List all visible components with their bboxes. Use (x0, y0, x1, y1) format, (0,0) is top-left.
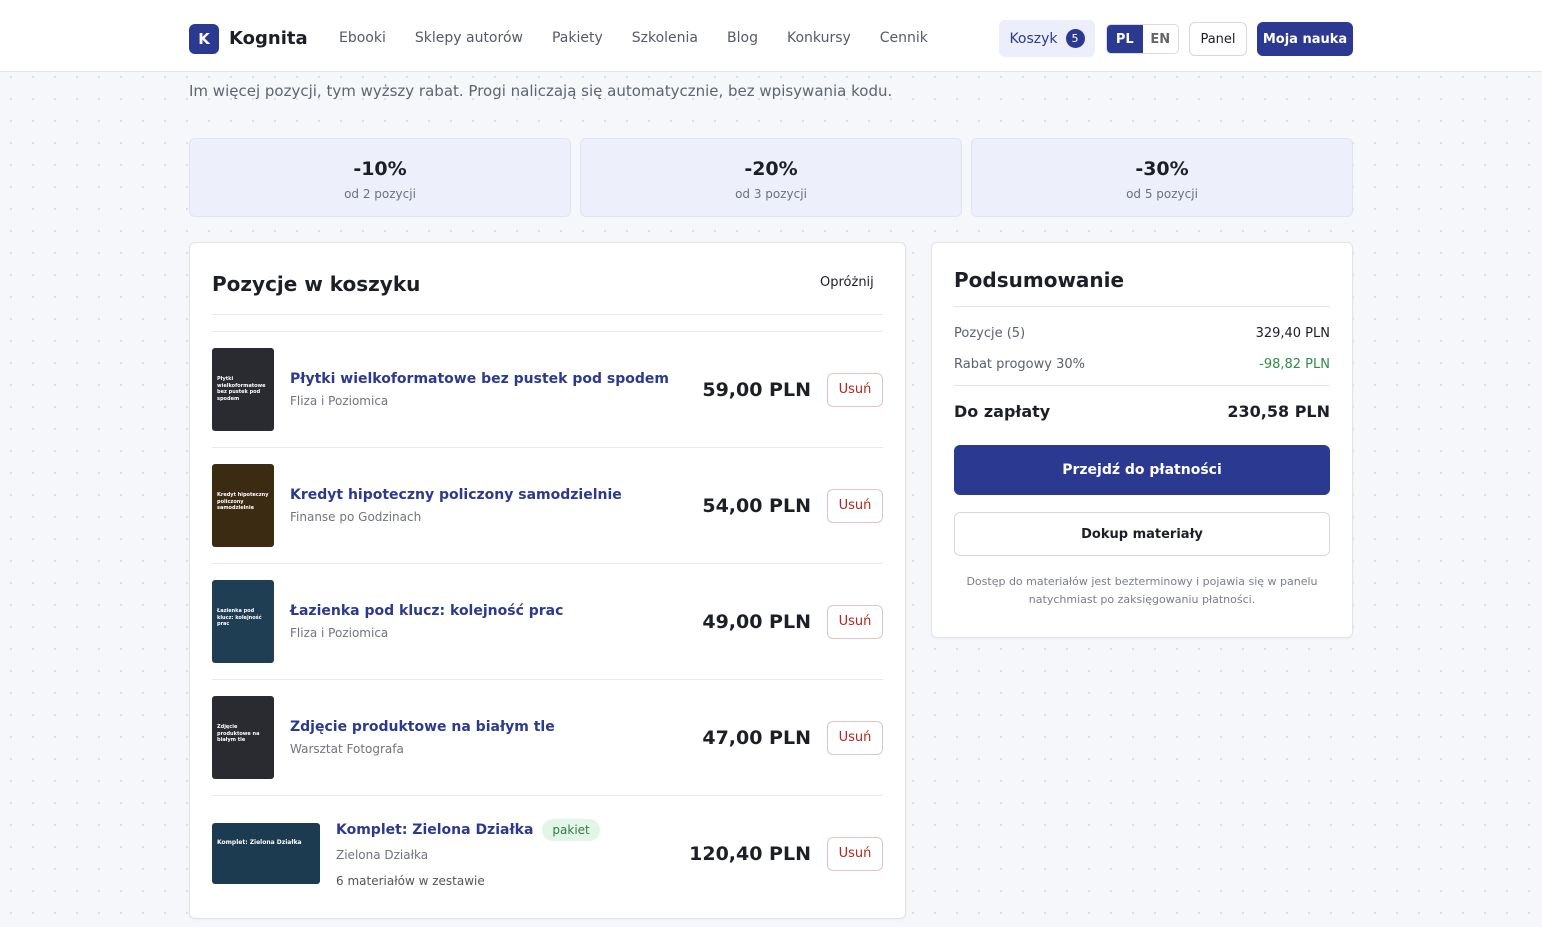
nav-link[interactable]: Pakiety (551, 30, 603, 46)
item-title-row: Łazienka pod klucz: kolejność prac (290, 603, 563, 619)
language[interactable]: EN (1142, 25, 1178, 53)
cover-title: Łazienka pod klucz: kolejność prac (217, 608, 262, 627)
row-label: Pozycje (5) (954, 326, 1026, 341)
item-title-row: Komplet: Zielona Działka pakiet (336, 819, 600, 841)
nav-link[interactable]: Ebooki (339, 30, 386, 46)
row-value: -98,82 PLN (1259, 357, 1330, 372)
total-row: Do zapłaty 230,58 PLN (954, 402, 1330, 421)
badge: pakiet (542, 819, 600, 841)
item-author: Zielona Działka (336, 848, 429, 862)
language-toggle: PL EN (1106, 24, 1179, 54)
tier-card: -10% od 2 pozycji (189, 138, 571, 217)
tier-condition: od 5 pozycji (1126, 187, 1198, 201)
row-value: 329,40 PLN (1255, 326, 1330, 341)
item-title[interactable]: Łazienka pod klucz: kolejność prac (290, 603, 564, 619)
item-title-row: Płytki wielkoformatowe bez pustek pod sp… (290, 371, 669, 387)
tier-card: -30% od 5 pozycji (971, 138, 1353, 217)
item-price: 49,00 PLN (702, 610, 811, 633)
item-price: 54,00 PLN (702, 494, 811, 517)
header: K Kognita Ebooki Sklepy autorów Pakiety Szk… (0, 0, 1542, 72)
tier-card: -20% od 3 pozycji (580, 138, 962, 217)
item-title[interactable]: Płytki wielkoformatowe bez pustek pod sp… (290, 371, 669, 387)
item-info: Kredyt hipoteczny policzony samodzielnie… (290, 487, 622, 524)
item-title[interactable]: Komplet: Zielona Działka (336, 822, 534, 838)
footnote: Dostęp do materiałów jest bezterminowy i… (966, 575, 1318, 606)
remove-button[interactable]: Usuń (827, 604, 883, 639)
cover: Komplet: Zielona Działka (212, 823, 320, 884)
cart-item: Łazienka pod klucz: kolejność prac Łazie… (212, 563, 883, 679)
panel-button[interactable]: Panel (1189, 22, 1247, 56)
item-title-row: Kredyt hipoteczny policzony samodzielnie (290, 487, 622, 503)
brand[interactable]: Kognita (229, 28, 308, 49)
total-value: 230,58 PLN (1227, 402, 1330, 421)
cart-item: Płytki wielkoformatowe bez pustek pod sp… (212, 331, 883, 447)
item-author: Fliza i Poziomica (290, 626, 389, 640)
nav: Ebooki Sklepy autorów Pakiety Szkolenia Blog… (339, 30, 928, 46)
cart-panel: Pozycje w koszyku Opróżnij Płytki wielko… (189, 242, 906, 919)
item-info: Łazienka pod klucz: kolejność prac Fliza… (290, 603, 563, 640)
tier-condition: od 3 pozycji (735, 187, 807, 201)
item-info: Zdjęcie produktowe na białym tle Warszta… (290, 719, 555, 756)
item-title[interactable]: Kredyt hipoteczny policzony samodzielnie (290, 487, 622, 503)
remove-button[interactable]: Usuń (827, 372, 883, 407)
cover-title: Komplet: Zielona Działka (217, 839, 302, 846)
item-price: 120,40 PLN (689, 842, 811, 865)
logo[interactable]: K (189, 24, 219, 54)
nav-link[interactable]: Szkolenia (631, 30, 699, 46)
tier-discount: -10% (353, 158, 407, 180)
item-price: 59,00 PLN (702, 378, 811, 401)
tier-discount: -30% (1135, 158, 1189, 180)
language[interactable]: PL (1107, 25, 1143, 53)
nav-link[interactable]: Konkursy (786, 30, 851, 46)
item-author: Finanse po Godzinach (290, 510, 422, 524)
cart-item: Komplet: Zielona Działka Komplet: Zielon… (212, 795, 883, 911)
cart-title: Pozycje w koszyku (212, 272, 421, 296)
item-price: 47,00 PLN (702, 726, 811, 749)
cover: Płytki wielkoformatowe bez pustek pod sp… (212, 348, 274, 431)
nav-link[interactable]: Blog (727, 30, 758, 46)
nav-link[interactable]: Cennik (879, 30, 928, 46)
item-title[interactable]: Zdjęcie produktowe na białym tle (290, 719, 555, 735)
summary-row: Pozycje (5) 329,40 PLN (954, 326, 1330, 341)
clear-button[interactable]: Opróżnij (820, 275, 874, 290)
cover: Kredyt hipoteczny policzony samodzielnie (212, 464, 274, 547)
item-author: Warsztat Fotografa (290, 742, 404, 756)
remove-button[interactable]: Usuń (827, 836, 883, 871)
total-label: Do zapłaty (954, 402, 1051, 421)
checkout-button[interactable]: Przejdź do płatności (954, 445, 1330, 495)
intro: Im więcej pozycji, tym wyższy rabat. Pro… (189, 82, 893, 100)
cart-item: Zdjęcie produktowe na białym tle Zdjęcie… (212, 679, 883, 795)
cart-count: 5 (1065, 29, 1085, 48)
cover-title: Kredyt hipoteczny policzony samodzielnie (217, 492, 269, 511)
cart-item: Kredyt hipoteczny policzony samodzielnie… (212, 447, 883, 563)
summary-title: Podsumowanie (954, 268, 1330, 307)
item-info: Płytki wielkoformatowe bez pustek pod sp… (290, 371, 669, 408)
remove-button[interactable]: Usuń (827, 720, 883, 755)
cover-title: Zdjęcie produktowe na białym tle (217, 724, 260, 743)
cover: Łazienka pod klucz: kolejność prac (212, 580, 274, 663)
tier-condition: od 2 pozycji (344, 187, 416, 201)
item-info: Komplet: Zielona Działka pakiet Zielona D… (336, 819, 600, 888)
item-title-row: Zdjęcie produktowe na białym tle (290, 719, 555, 735)
divider (212, 314, 883, 315)
item-author: Fliza i Poziomica (290, 394, 389, 408)
cart-button[interactable]: Koszyk 5 (999, 20, 1095, 57)
cta-button[interactable]: Moja nauka (1257, 22, 1353, 56)
row-label: Rabat progowy 30% (954, 357, 1085, 372)
tier-discount: -20% (744, 158, 798, 180)
more-button[interactable]: Dokup materiały (954, 512, 1330, 556)
summary-row: Rabat progowy 30% -98,82 PLN (954, 357, 1330, 386)
summary-panel: Podsumowanie Pozycje (5) 329,40 PLN Rabat… (931, 242, 1353, 638)
nav-link[interactable]: Sklepy autorów (414, 30, 523, 46)
cover: Zdjęcie produktowe na białym tle (212, 696, 274, 779)
cart-label: Koszyk (1009, 30, 1058, 47)
item-note: 6 materiałów w zestawie (336, 874, 485, 888)
cover-title: Płytki wielkoformatowe bez pustek pod sp… (217, 376, 266, 402)
remove-button[interactable]: Usuń (827, 488, 883, 523)
